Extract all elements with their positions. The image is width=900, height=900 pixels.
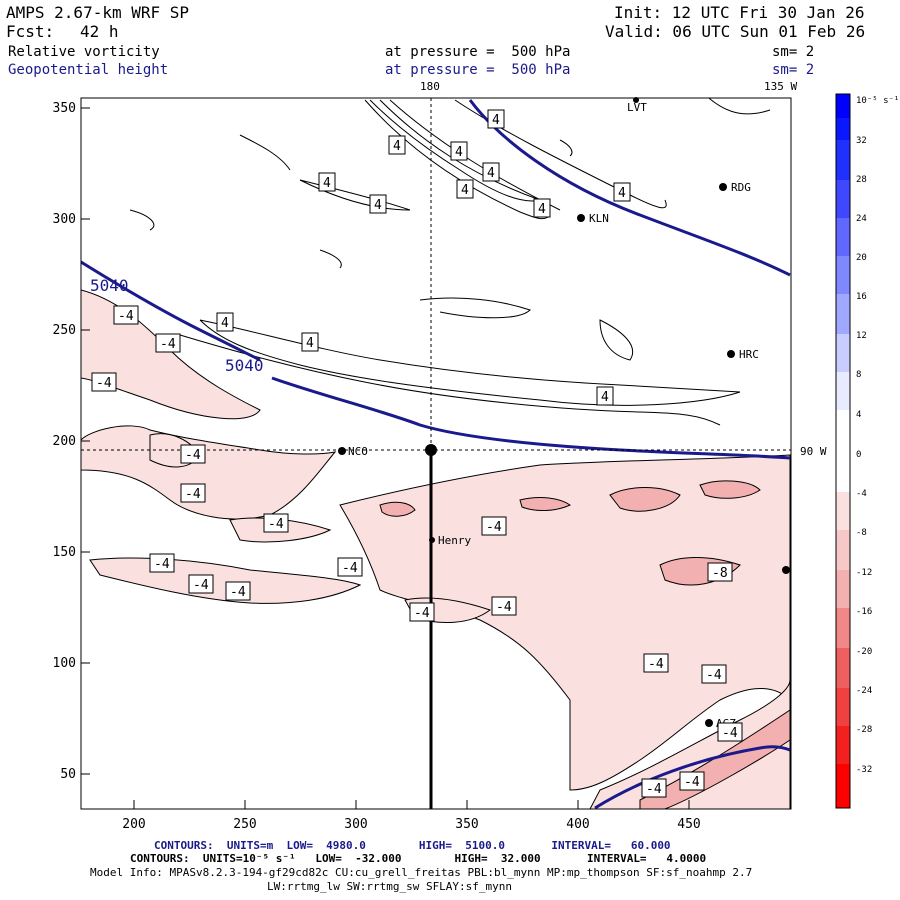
positive-contour-labels: 4 4 4 4 4 4 4 4 4 4 4 4	[216, 109, 631, 406]
field1-smoothing: sm= 2	[772, 44, 815, 60]
x-tick-450: 450	[677, 817, 700, 832]
x-tick-250: 250	[233, 817, 256, 832]
contour-label: -4	[684, 775, 700, 790]
contour-label: 4	[538, 202, 546, 217]
lon-label-90w: 90 W	[800, 445, 827, 458]
colorbar-label-16: 16	[856, 292, 867, 302]
contour-label: 4	[221, 316, 229, 331]
contour-label: -8	[712, 566, 728, 581]
contour-label: -4	[646, 782, 662, 797]
y-tick-300: 300	[53, 212, 76, 227]
contour-label: 4	[487, 166, 495, 181]
geopotential-height-contours	[81, 99, 791, 809]
y-tick-50: 50	[60, 767, 76, 782]
colorbar-label-neg8: -8	[856, 528, 867, 538]
contour-label: -4	[230, 585, 246, 600]
colorbar-label-20: 20	[856, 253, 867, 263]
field2-name: Geopotential height	[8, 62, 169, 78]
x-tick-200: 200	[122, 817, 145, 832]
colorbar-label-12: 12	[856, 331, 867, 341]
station-lvt: LVT	[627, 101, 647, 114]
colorbar-label-neg24: -24	[856, 686, 872, 696]
x-tick-400: 400	[566, 817, 589, 832]
station-markers	[338, 97, 790, 727]
colorbar-unit: 10⁻⁵ s⁻¹	[856, 96, 899, 106]
axis-ticks	[81, 107, 690, 809]
contour-label: -4	[118, 309, 134, 324]
contour-label: 4	[323, 176, 331, 191]
forecast-label: Fcst:	[6, 22, 55, 41]
contour-label: 4	[601, 390, 609, 405]
station-rdg: RDG	[731, 181, 751, 194]
contour-label: -4	[193, 578, 209, 593]
colorbar-label-neg28: -28	[856, 725, 872, 735]
colorbar	[835, 93, 851, 809]
contour-label: 4	[374, 198, 382, 213]
model-info: Model Info: MPASv8.2.3-194-gf29cd82c CU:…	[90, 866, 753, 879]
x-tick-300: 300	[344, 817, 367, 832]
colorbar-label-0: 0	[856, 450, 861, 460]
plot-frame	[80, 97, 792, 810]
field2-smoothing: sm= 2	[772, 62, 815, 78]
field2-level: at pressure = 500 hPa	[385, 62, 571, 78]
colorbar-label-32: 32	[856, 136, 867, 146]
contour-label: -4	[648, 657, 664, 672]
colorbar-label-4: 4	[856, 410, 861, 420]
y-tick-100: 100	[53, 656, 76, 671]
colorbar-label-neg16: -16	[856, 607, 872, 617]
lon-label-180: 180	[420, 80, 440, 93]
contour-label: 4	[461, 183, 469, 198]
contour-label: 4	[618, 186, 626, 201]
y-tick-200: 200	[53, 434, 76, 449]
contour-label: -4	[268, 517, 284, 532]
y-tick-350: 350	[53, 101, 76, 116]
colorbar-label-24: 24	[856, 214, 867, 224]
model-title: AMPS 2.67-km WRF SP	[6, 3, 190, 22]
contour-label: 4	[306, 336, 314, 351]
init-time: Init: 12 UTC Fri 30 Jan 26	[614, 3, 865, 22]
contour-label: -4	[160, 337, 176, 352]
contour-label: -4	[414, 606, 430, 621]
vorticity-contour-info: CONTOURS: UNITS=10⁻⁵ s⁻¹ LOW= -32.000 HI…	[130, 852, 707, 865]
station-nco: NCO	[348, 445, 368, 458]
x-tick-350: 350	[455, 817, 478, 832]
colorbar-label-8: 8	[856, 370, 861, 380]
contour-label: -4	[96, 376, 112, 391]
contour-label: 4	[492, 113, 500, 128]
contour-label: -4	[185, 448, 201, 463]
contour-label: -4	[486, 520, 502, 535]
colorbar-label-neg12: -12	[856, 568, 872, 578]
height-contour-info: CONTOURS: UNITS=m LOW= 4980.0 HIGH= 5100…	[154, 839, 671, 852]
contour-label: -4	[185, 487, 201, 502]
height-label-5040-mid: 5040	[225, 356, 264, 375]
strong-negative-vorticity-shading	[379, 480, 791, 809]
colorbar-label-28: 28	[856, 175, 867, 185]
contour-label: 4	[393, 139, 401, 154]
forecast-hour: 42 h	[80, 22, 119, 41]
contour-label: 4	[455, 145, 463, 160]
contour-label: -4	[342, 561, 358, 576]
negative-vorticity-shading	[81, 289, 791, 809]
transect-origin-marker	[425, 444, 437, 456]
colorbar-label-neg32: -32	[856, 765, 872, 775]
contour-label: -4	[154, 557, 170, 572]
contour-label: -4	[722, 726, 738, 741]
negative-contour-labels: -4 -4 -4 -4 -4 -4 -4 -4 -4 -4 -4 -4 -4 -…	[91, 305, 743, 798]
contour-label: -4	[496, 600, 512, 615]
valid-time: Valid: 06 UTC Sun 01 Feb 26	[605, 22, 866, 41]
contour-label: -4	[706, 668, 722, 683]
colorbar-label-neg4: -4	[856, 489, 867, 499]
colorbar-label-neg20: -20	[856, 647, 872, 657]
station-kln: KLN	[589, 212, 609, 225]
model-physics-info: LW:rrtmg_lw SW:rrtmg_sw SFLAY:sf_mynn	[267, 880, 513, 893]
y-tick-150: 150	[53, 545, 76, 560]
field1-level: at pressure = 500 hPa	[385, 44, 571, 60]
lon-label-135w: 135 W	[764, 80, 797, 93]
y-tick-250: 250	[53, 323, 76, 338]
station-henry: Henry	[438, 534, 471, 547]
field1-name: Relative vorticity	[8, 44, 160, 60]
height-label-5040-left: 5040	[90, 276, 129, 295]
station-hrc: HRC	[739, 348, 759, 361]
